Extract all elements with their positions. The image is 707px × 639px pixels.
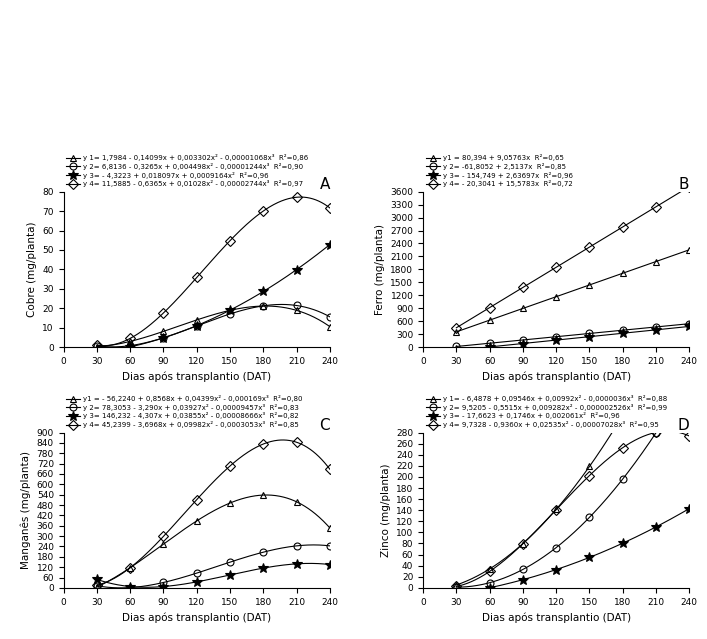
Y-axis label: Cobre (mg/planta): Cobre (mg/planta) [27, 222, 37, 317]
Legend: y 1= 1,7984 - 0,14099x + 0,003302x² - 0,00001068x³  R²=0,86, y 2= 6,8136 - 0,326: y 1= 1,7984 - 0,14099x + 0,003302x² - 0,… [64, 151, 311, 190]
Legend: y1 = 80,394 + 9,05763x  R²=0,65, y 2= -61,8052 + 2,5137x  R²=0,85, y 3= - 154,74: y1 = 80,394 + 9,05763x R²=0,65, y 2= -61… [423, 151, 575, 190]
X-axis label: Dias após transplantio (DAT): Dias após transplantio (DAT) [122, 612, 271, 622]
Text: B: B [679, 177, 689, 192]
X-axis label: Dias após transplantio (DAT): Dias após transplantio (DAT) [481, 371, 631, 382]
Y-axis label: Manganês (mg/planta): Manganês (mg/planta) [21, 451, 31, 569]
Y-axis label: Zinco (mg/planta): Zinco (mg/planta) [380, 463, 390, 557]
X-axis label: Dias após transplantio (DAT): Dias após transplantio (DAT) [481, 612, 631, 622]
Text: C: C [320, 417, 330, 433]
Text: D: D [677, 417, 689, 433]
Legend: y 1= - 6,4878 + 0,09546x + 0,00992x² - 0,0000036x³  R²=0,88, y 2= 9,5205 - 0,551: y 1= - 6,4878 + 0,09546x + 0,00992x² - 0… [423, 392, 670, 431]
Legend: y1 = - 56,2240 + 0,8568x + 0,04399x² - 0,000169x³  R²=0,80, y 2= 78,3053 - 3,290: y1 = - 56,2240 + 0,8568x + 0,04399x² - 0… [64, 392, 305, 431]
Text: A: A [320, 177, 330, 192]
Y-axis label: Ferro (mg/planta): Ferro (mg/planta) [375, 224, 385, 315]
X-axis label: Dias após transplantio (DAT): Dias após transplantio (DAT) [122, 371, 271, 382]
